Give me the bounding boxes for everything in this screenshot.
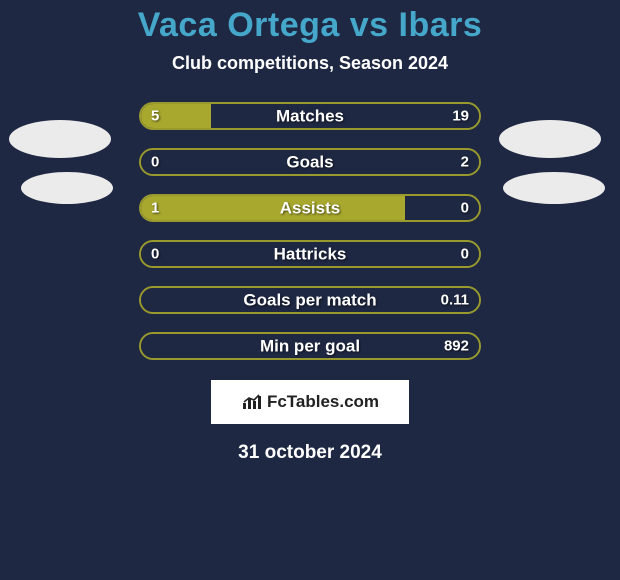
stat-value-right: 2 bbox=[461, 155, 469, 170]
title-vs: vs bbox=[340, 6, 399, 44]
stat-value-right: 19 bbox=[452, 109, 469, 124]
page-title: Vaca Ortega vs Ibars bbox=[0, 6, 620, 45]
subtitle: Club competitions, Season 2024 bbox=[0, 53, 620, 74]
source-badge[interactable]: FcTables.com bbox=[211, 380, 409, 424]
player1-avatar-top bbox=[9, 120, 111, 158]
stats-bars: Matches519Goals02Assists10Hattricks00Goa… bbox=[139, 102, 481, 360]
stat-right-fill bbox=[141, 288, 479, 312]
stat-value-right: 0 bbox=[461, 201, 469, 216]
stat-right-fill bbox=[141, 334, 479, 358]
stat-value-right: 0.11 bbox=[441, 293, 469, 308]
stat-value-left: 5 bbox=[151, 109, 159, 124]
stat-value-left: 0 bbox=[151, 247, 159, 262]
stat-value-right: 892 bbox=[444, 339, 469, 354]
stat-row: Matches519 bbox=[139, 102, 481, 130]
stat-right-fill bbox=[211, 104, 479, 128]
player2-name: Ibars bbox=[399, 6, 483, 44]
stat-right-fill bbox=[141, 150, 479, 174]
stat-right-fill bbox=[141, 242, 479, 266]
date: 31 october 2024 bbox=[0, 442, 620, 464]
stat-left-fill bbox=[141, 196, 405, 220]
stat-row: Goals02 bbox=[139, 148, 481, 176]
player2-avatar-bottom bbox=[503, 172, 605, 204]
stat-value-right: 0 bbox=[461, 247, 469, 262]
badge-text: FcTables.com bbox=[267, 392, 379, 412]
stat-row: Hattricks00 bbox=[139, 240, 481, 268]
chart-icon bbox=[241, 393, 263, 411]
stat-row: Goals per match0.11 bbox=[139, 286, 481, 314]
stat-value-left: 0 bbox=[151, 155, 159, 170]
stat-row: Assists10 bbox=[139, 194, 481, 222]
stat-row: Min per goal892 bbox=[139, 332, 481, 360]
player1-avatar-bottom bbox=[21, 172, 113, 204]
player1-name: Vaca Ortega bbox=[138, 6, 340, 44]
player2-avatar-top bbox=[499, 120, 601, 158]
stat-value-left: 1 bbox=[151, 201, 159, 216]
